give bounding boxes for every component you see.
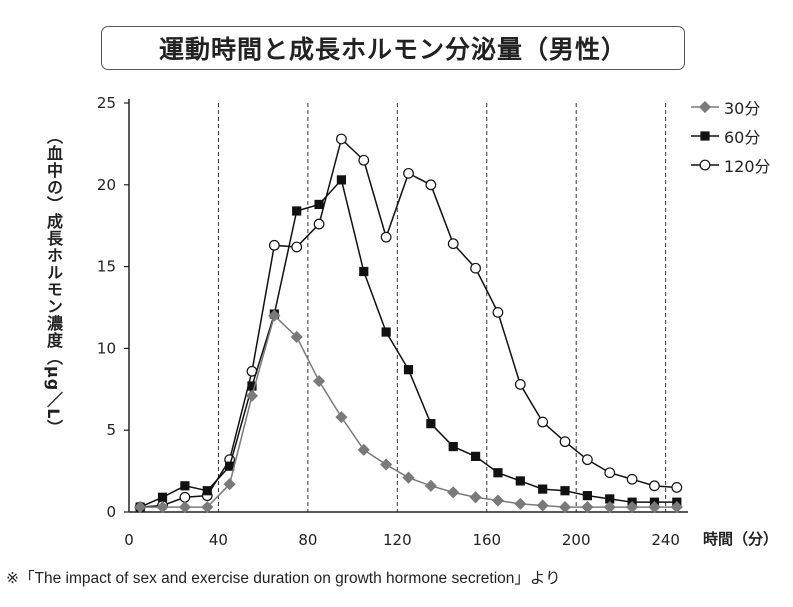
x-axis-label: 時間（分） bbox=[703, 530, 779, 548]
data-point-circle-open-145 bbox=[447, 238, 459, 250]
legend-marker bbox=[699, 159, 711, 170]
data-point-circle-open-95 bbox=[336, 133, 347, 145]
x-tick-label-0: 0 bbox=[124, 531, 134, 549]
data-point-diamond-115 bbox=[380, 458, 393, 471]
data-point-circle-open-75 bbox=[291, 241, 303, 253]
data-point-circle-open-215 bbox=[604, 467, 616, 479]
series-line-square bbox=[139, 178, 677, 508]
data-point-circle-open-245 bbox=[671, 482, 683, 493]
data-point-square-185 bbox=[538, 484, 548, 494]
y-tick-label-0: 0 bbox=[106, 503, 116, 521]
data-point-diamond-25 bbox=[178, 501, 191, 514]
legend-item-square: 60分 bbox=[690, 121, 771, 150]
x-tick-label-200: 200 bbox=[562, 531, 591, 549]
data-point-diamond-245 bbox=[670, 501, 683, 514]
data-point-circle-open-155 bbox=[470, 262, 481, 274]
data-point-diamond-85 bbox=[312, 375, 326, 388]
data-point-square-195 bbox=[560, 486, 570, 496]
data-point-square-175 bbox=[515, 476, 525, 486]
chart-title-box: 運動時間と成長ホルモン分泌量（男性） bbox=[101, 26, 685, 70]
data-point-circle-open-205 bbox=[581, 454, 593, 466]
data-point-diamond-45 bbox=[223, 478, 236, 491]
data-point-square-45 bbox=[225, 461, 235, 471]
data-point-square-135 bbox=[426, 419, 436, 429]
source-note: ※「The impact of sex and exercise duratio… bbox=[6, 570, 561, 587]
data-point-circle-open-85 bbox=[313, 218, 325, 230]
data-point-diamond-95 bbox=[335, 411, 348, 424]
series-line-circle-open bbox=[140, 137, 677, 508]
data-point-diamond-65 bbox=[268, 309, 281, 322]
data-point-square-85 bbox=[314, 199, 324, 210]
data-point-diamond-195 bbox=[558, 501, 572, 514]
data-point-diamond-205 bbox=[581, 501, 594, 514]
legend-label: 30分 bbox=[724, 98, 761, 118]
y-tick-label-5: 5 bbox=[106, 421, 116, 439]
x-tick-label-240: 240 bbox=[651, 531, 680, 549]
data-point-circle-open-135 bbox=[425, 179, 437, 191]
legend-marker bbox=[698, 100, 712, 113]
data-point-diamond-135 bbox=[424, 479, 437, 492]
legend-swatch-square bbox=[691, 130, 719, 141]
legend-marker bbox=[700, 130, 710, 141]
data-point-circle-open-125 bbox=[403, 167, 414, 179]
data-point-square-115 bbox=[381, 327, 391, 337]
data-point-circle-open-175 bbox=[514, 378, 526, 390]
x-tick-label-40: 40 bbox=[209, 531, 228, 549]
data-point-diamond-175 bbox=[514, 497, 527, 510]
data-point-circle-open-65 bbox=[268, 239, 280, 251]
data-point-diamond-155 bbox=[469, 491, 482, 504]
data-point-circle-open-225 bbox=[626, 473, 638, 485]
data-point-square-95 bbox=[336, 175, 347, 185]
data-point-diamond-35 bbox=[201, 501, 214, 514]
data-point-square-35 bbox=[202, 486, 212, 496]
legend-label: 60分 bbox=[724, 127, 761, 147]
x-tick-label-80: 80 bbox=[298, 531, 317, 549]
data-point-diamond-185 bbox=[536, 499, 549, 512]
data-point-diamond-125 bbox=[402, 471, 415, 484]
data-point-circle-open-115 bbox=[380, 231, 392, 243]
data-point-square-105 bbox=[359, 266, 369, 277]
data-point-diamond-75 bbox=[290, 330, 303, 344]
data-point-square-25 bbox=[180, 481, 190, 491]
data-point-square-165 bbox=[493, 468, 503, 478]
data-point-square-205 bbox=[582, 491, 592, 501]
data-point-square-75 bbox=[292, 206, 302, 216]
data-point-circle-open-195 bbox=[559, 436, 571, 448]
y-tick-label-10: 10 bbox=[97, 339, 116, 357]
y-tick-label-25: 25 bbox=[97, 94, 116, 112]
data-point-diamond-105 bbox=[357, 443, 370, 456]
chart-title: 運動時間と成長ホルモン分泌量（男性） bbox=[158, 35, 627, 64]
data-point-square-125 bbox=[403, 365, 414, 375]
data-point-diamond-145 bbox=[447, 486, 460, 499]
data-point-square-15 bbox=[157, 492, 168, 502]
x-tick-label-120: 120 bbox=[383, 531, 412, 549]
y-axis-label: （血中の）成長ホルモン濃度（μg／L） bbox=[44, 128, 63, 437]
data-point-square-55 bbox=[247, 381, 257, 391]
y-tick-label-20: 20 bbox=[97, 176, 116, 194]
data-point-circle-open-165 bbox=[492, 307, 504, 318]
legend-item-diamond: 30分 bbox=[690, 92, 771, 121]
data-point-diamond-225 bbox=[626, 501, 639, 514]
y-tick-label-15: 15 bbox=[97, 258, 116, 276]
data-point-square-155 bbox=[470, 451, 481, 461]
data-point-diamond-235 bbox=[648, 501, 661, 514]
data-point-circle-open-185 bbox=[537, 416, 549, 428]
legend-label: 120分 bbox=[724, 156, 771, 176]
data-point-diamond-15 bbox=[156, 501, 169, 514]
x-tick-label-160: 160 bbox=[472, 531, 501, 549]
data-point-diamond-55 bbox=[245, 389, 259, 402]
data-point-square-145 bbox=[448, 441, 458, 452]
data-point-diamond-5 bbox=[134, 501, 147, 514]
data-point-circle-open-235 bbox=[649, 480, 660, 492]
data-point-diamond-165 bbox=[491, 494, 505, 507]
data-point-square-215 bbox=[605, 494, 615, 504]
legend-item-circle-open: 120分 bbox=[690, 150, 771, 179]
data-point-circle-open-105 bbox=[358, 154, 370, 166]
legend-swatch-diamond bbox=[691, 100, 719, 113]
legend: 30分 60分 120分 bbox=[690, 92, 771, 179]
legend-swatch-circle-open bbox=[691, 159, 719, 170]
data-point-circle-open-25 bbox=[179, 491, 191, 503]
data-point-diamond-215 bbox=[603, 501, 616, 514]
